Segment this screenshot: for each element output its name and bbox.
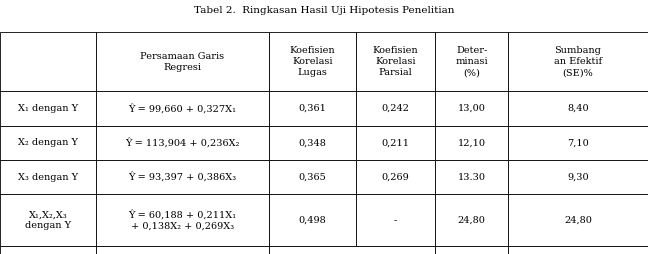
Bar <box>96 126 269 160</box>
Text: Ŷ = 60,188 + 0,211X₁
+ 0,138X₂ + 0,269X₃: Ŷ = 60,188 + 0,211X₁ + 0,138X₂ + 0,269X₃ <box>128 210 237 231</box>
Bar <box>269 32 356 91</box>
Bar <box>356 160 435 194</box>
Text: 7,10: 7,10 <box>567 138 589 147</box>
Bar <box>96 91 269 126</box>
Text: X₁,X₂,X₃
dengan Y: X₁,X₂,X₃ dengan Y <box>25 210 71 230</box>
Bar <box>356 126 435 160</box>
Bar <box>96 194 269 246</box>
Bar <box>0 194 96 246</box>
Bar <box>508 194 648 246</box>
Bar <box>269 246 435 254</box>
Text: 0,242: 0,242 <box>382 104 410 113</box>
Text: 8,40: 8,40 <box>567 104 589 113</box>
Text: X₂ dengan Y: X₂ dengan Y <box>18 138 78 147</box>
Bar <box>508 91 648 126</box>
Text: 24,80: 24,80 <box>457 216 486 225</box>
Bar <box>508 126 648 160</box>
Text: 13.30: 13.30 <box>457 173 486 182</box>
Bar <box>0 91 96 126</box>
Bar <box>96 160 269 194</box>
Bar <box>0 246 96 254</box>
Bar <box>435 126 508 160</box>
Text: Koefisien
Korelasi
Parsial: Koefisien Korelasi Parsial <box>373 46 419 77</box>
Text: 24,80: 24,80 <box>564 216 592 225</box>
Text: 0,269: 0,269 <box>382 173 410 182</box>
Bar <box>269 126 356 160</box>
Text: 9,30: 9,30 <box>567 173 589 182</box>
Bar <box>96 246 269 254</box>
Text: Ŷ = 113,904 + 0,236X₂: Ŷ = 113,904 + 0,236X₂ <box>125 138 240 148</box>
Text: Sumbang
an Efektif
(SE)%: Sumbang an Efektif (SE)% <box>554 46 602 77</box>
Bar <box>356 194 435 246</box>
Bar <box>508 32 648 91</box>
Bar <box>269 160 356 194</box>
Text: 0,348: 0,348 <box>298 138 327 147</box>
Bar <box>508 160 648 194</box>
Text: -: - <box>394 216 397 225</box>
Text: 13,00: 13,00 <box>457 104 486 113</box>
Text: Tabel 2.  Ringkasan Hasil Uji Hipotesis Penelitian: Tabel 2. Ringkasan Hasil Uji Hipotesis P… <box>194 6 454 15</box>
Bar <box>435 32 508 91</box>
Text: Deter-
minasi
(%): Deter- minasi (%) <box>456 46 488 77</box>
Bar <box>0 32 96 91</box>
Bar <box>356 91 435 126</box>
Text: 0,498: 0,498 <box>299 216 326 225</box>
Text: X₃ dengan Y: X₃ dengan Y <box>18 173 78 182</box>
Text: 0,211: 0,211 <box>382 138 410 147</box>
Bar <box>435 91 508 126</box>
Text: Ŷ = 99,660 + 0,327X₁: Ŷ = 99,660 + 0,327X₁ <box>128 104 237 114</box>
Bar <box>508 246 648 254</box>
Text: 0,361: 0,361 <box>298 104 327 113</box>
Text: Ŷ = 93,397 + 0,386X₃: Ŷ = 93,397 + 0,386X₃ <box>128 172 237 182</box>
Bar <box>96 32 269 91</box>
Text: Persamaan Garis
Regresi: Persamaan Garis Regresi <box>141 52 224 72</box>
Bar <box>435 160 508 194</box>
Bar <box>269 194 356 246</box>
Text: X₁ dengan Y: X₁ dengan Y <box>18 104 78 113</box>
Bar <box>269 91 356 126</box>
Bar <box>0 160 96 194</box>
Bar <box>435 194 508 246</box>
Text: Koefisien
Korelasi
Lugas: Koefisien Korelasi Lugas <box>290 46 335 77</box>
Text: 0,365: 0,365 <box>299 173 326 182</box>
Bar <box>435 246 508 254</box>
Bar <box>356 32 435 91</box>
Bar <box>0 126 96 160</box>
Text: 12,10: 12,10 <box>457 138 486 147</box>
